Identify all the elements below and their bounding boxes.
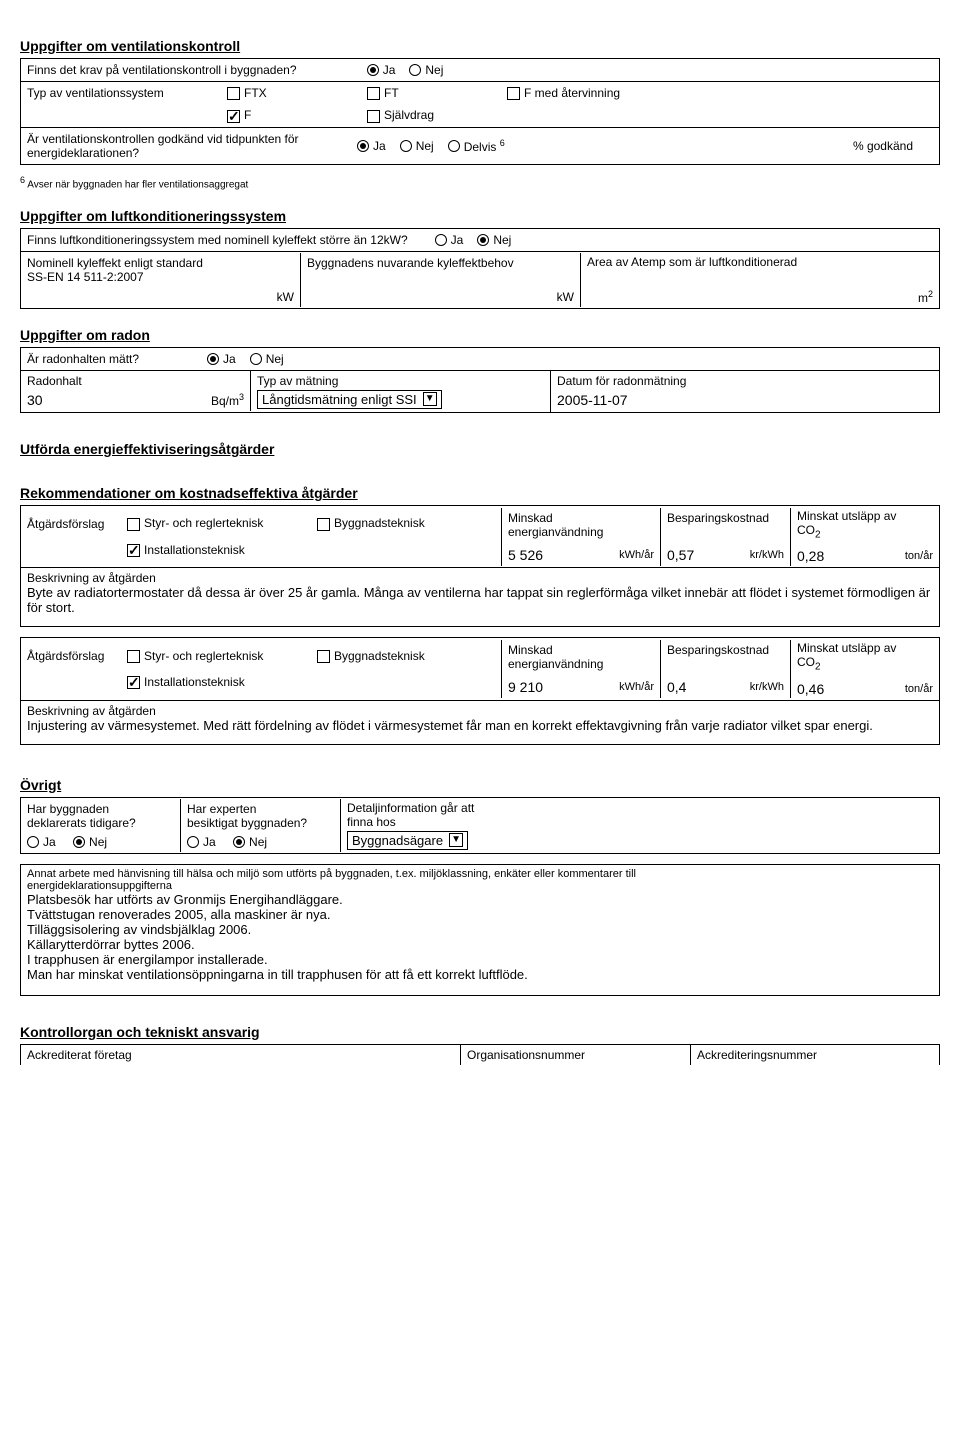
beskr-label-1: Beskrivning av åtgärden: [27, 704, 933, 718]
ov-dropdown[interactable]: Byggnadsägare▼: [347, 831, 468, 850]
kontroll-c3: Ackrediteringsnummer: [691, 1045, 939, 1065]
styr-check-0[interactable]: [127, 518, 140, 531]
atgard-label: Åtgärdsförslag: [27, 517, 127, 531]
chevron-down-icon: ▼: [449, 833, 463, 847]
vent-fmed-label: F med återvinning: [524, 86, 620, 100]
radon-c1: Radonhalt: [27, 374, 244, 388]
ov-line6: Man har minskat ventilationsöppningarna …: [27, 967, 933, 982]
vent-sjalv-check[interactable]: [367, 110, 380, 123]
vent-q1-no-radio[interactable]: [409, 64, 421, 76]
section-title-ventilation: Uppgifter om ventilationskontroll: [20, 38, 940, 54]
ov-line5: I trapphusen är energilampor installerad…: [27, 952, 933, 967]
radon-q1-yes-label: Ja: [223, 352, 236, 366]
luft-q1-yes-radio[interactable]: [435, 234, 447, 246]
luft-col1b: SS-EN 14 511-2:2007: [27, 270, 294, 284]
kontroll-box: Ackrediterat företag Organisationsnummer…: [20, 1044, 940, 1065]
co2-0: 0,28: [797, 548, 824, 564]
vent-q2-delvis-radio[interactable]: [448, 140, 460, 152]
luft-q1-no-radio[interactable]: [477, 234, 489, 246]
ov-line3: Tilläggsisolering av vindsbjälklag 2006.: [27, 922, 933, 937]
energy-0: 5 526: [508, 547, 543, 563]
section-title-ovrigt: Övrigt: [20, 777, 940, 793]
luft-q1-no-label: Nej: [493, 233, 511, 247]
ovrigt-box2: Annat arbete med hänvisning till hälsa o…: [20, 864, 940, 996]
radon-box: Är radonhalten mätt? Ja Nej Radonhalt 30…: [20, 347, 940, 413]
rekom-item-0: Åtgärdsförslag Styr- och reglerteknisk B…: [20, 505, 940, 627]
cost-0: 0,57: [667, 547, 694, 563]
install-check-1[interactable]: [127, 676, 140, 689]
vent-q1-no-label: Nej: [425, 63, 443, 77]
luft-kw2: kW: [557, 290, 574, 304]
vent-ft-label: FT: [384, 86, 399, 100]
vent-ftx-label: FTX: [244, 86, 267, 100]
radon-val3: 2005-11-07: [557, 392, 933, 408]
install-check-0[interactable]: [127, 544, 140, 557]
luft-q1-yes-label: Ja: [451, 233, 464, 247]
ov-q2-yes-radio[interactable]: [187, 836, 199, 848]
styr-check-1[interactable]: [127, 650, 140, 663]
section-title-kontroll: Kontrollorgan och tekniskt ansvarig: [20, 1024, 940, 1040]
luftkond-box: Finns luftkonditioneringssystem med nomi…: [20, 228, 940, 309]
section-title-utforda: Utförda energieffektiviseringsåtgärder: [20, 441, 940, 457]
radon-q1: Är radonhalten mätt?: [27, 352, 207, 366]
vent-type-label: Typ av ventilationssystem: [27, 86, 227, 100]
vent-q2a: Är ventilationskontrollen godkänd vid ti…: [27, 132, 357, 146]
section-title-rekom: Rekommendationer om kostnadseffektiva åt…: [20, 485, 940, 501]
vent-ftx-check[interactable]: [227, 87, 240, 100]
ov-line1: Platsbesök har utförts av Gronmijs Energ…: [27, 892, 933, 907]
luft-col1a: Nominell kyleffekt enligt standard: [27, 256, 294, 270]
kontroll-c2: Organisationsnummer: [461, 1045, 691, 1065]
vent-q1: Finns det krav på ventilationskontroll i…: [27, 63, 367, 77]
bygg-check-1[interactable]: [317, 650, 330, 663]
vent-sjalv-label: Självdrag: [384, 108, 434, 122]
cost-1: 0,4: [667, 679, 686, 695]
desc-1: Injustering av värmesystemet. Med rätt f…: [27, 718, 933, 733]
vent-q1-yes-label: Ja: [383, 63, 396, 77]
luft-m2: m2: [918, 291, 933, 305]
vent-f-label: F: [244, 108, 251, 122]
luft-col3: Area av Atemp som är luftkonditionerad: [587, 255, 933, 269]
ov-q2-no-radio[interactable]: [233, 836, 245, 848]
radon-q1-no-label: Nej: [266, 352, 284, 366]
vent-ft-check[interactable]: [367, 87, 380, 100]
vent-q2-yes-label: Ja: [373, 139, 386, 153]
ov-line2: Tvättstugan renoverades 2005, alla maski…: [27, 907, 933, 922]
vent-q2-no-label: Nej: [416, 139, 434, 153]
vent-godkand: % godkänd: [853, 139, 913, 153]
ventilation-box: Finns det krav på ventilationskontroll i…: [20, 58, 940, 165]
vent-q2-yes-radio[interactable]: [357, 140, 369, 152]
co2-1: 0,46: [797, 681, 824, 697]
vent-q1-yes-radio[interactable]: [367, 64, 379, 76]
vent-q2b: energideklarationen?: [27, 146, 357, 160]
vent-fmed-check[interactable]: [507, 87, 520, 100]
luft-col2: Byggnadens nuvarande kyleffektbehov: [307, 256, 574, 270]
vent-q2-delvis-label: Delvis 6: [464, 138, 505, 154]
kontroll-c1: Ackrediterat företag: [21, 1045, 461, 1065]
luft-q1: Finns luftkonditioneringssystem med nomi…: [27, 233, 435, 247]
energy-1: 9 210: [508, 679, 543, 695]
radon-c2: Typ av mätning: [257, 374, 544, 388]
rekom-item-1: Åtgärdsförslag Styr- och reglerteknisk B…: [20, 637, 940, 744]
radon-unit1: Bq/m3: [211, 392, 244, 408]
radon-c3: Datum för radonmätning: [557, 374, 933, 388]
radon-q1-no-radio[interactable]: [250, 353, 262, 365]
chevron-down-icon: ▼: [423, 392, 437, 406]
vent-q2-no-radio[interactable]: [400, 140, 412, 152]
ov-q1-no-radio[interactable]: [73, 836, 85, 848]
radon-val1: 30: [27, 392, 43, 408]
section-title-radon: Uppgifter om radon: [20, 327, 940, 343]
beskr-label: Beskrivning av åtgärden: [27, 571, 933, 585]
luft-kw1: kW: [277, 290, 294, 304]
vent-footnote: 6 Avser när byggnaden har fler ventilati…: [20, 175, 940, 190]
section-title-luftkond: Uppgifter om luftkonditioneringssystem: [20, 208, 940, 224]
desc-0: Byte av radiatortermostater då dessa är …: [27, 585, 933, 615]
radon-type-dropdown[interactable]: Långtidsmätning enligt SSI▼: [257, 390, 442, 409]
ov-q1-yes-radio[interactable]: [27, 836, 39, 848]
bygg-check-0[interactable]: [317, 518, 330, 531]
radon-q1-yes-radio[interactable]: [207, 353, 219, 365]
atgard-label-1: Åtgärdsförslag: [27, 649, 127, 663]
vent-f-check[interactable]: [227, 110, 240, 123]
ov-line4: Källarytterdörrar byttes 2006.: [27, 937, 933, 952]
ovrigt-box1: Har byggnaden deklarerats tidigare? Ja N…: [20, 797, 940, 854]
